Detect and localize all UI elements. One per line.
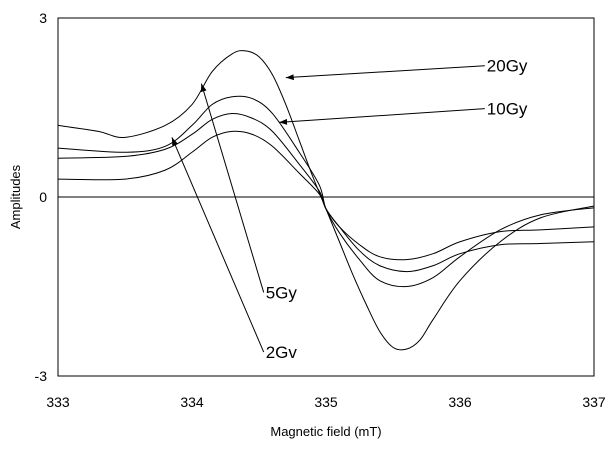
series-annotations: 20Gy 10Gy 5Gy 2Gv — [171, 57, 528, 362]
series-line-2gy — [57, 130, 595, 261]
x-tick-label: 334 — [180, 394, 204, 410]
y-tick-label: 0 — [39, 189, 47, 205]
x-tick-label: 333 — [46, 394, 70, 410]
y-axis-tick-labels: 3 0 -3 — [35, 10, 48, 384]
x-axis-tick-labels: 333 334 335 336 337 — [46, 394, 606, 410]
annotation-arrow-5gy — [200, 83, 265, 293]
series-curves — [57, 50, 595, 351]
x-tick-label: 336 — [448, 394, 472, 410]
annotation-label-5gy: 5Gy — [266, 283, 298, 302]
annotation-label-20gy: 20Gy — [487, 57, 528, 76]
annotation-arrow-20gy — [285, 65, 485, 81]
annotation-label-2gy: 2Gv — [266, 343, 298, 362]
x-tick-label: 335 — [314, 394, 338, 410]
x-axis-title: Magnetic field (mT) — [270, 424, 381, 439]
y-tick-label: 3 — [39, 10, 47, 26]
annotation-arrow-2gy — [171, 137, 265, 353]
y-axis-title: Amplitudes — [8, 164, 23, 229]
annotation-arrow-10gy — [279, 108, 485, 125]
series-line-20gy — [57, 50, 595, 351]
series-line-5gy — [57, 112, 595, 273]
x-tick-label: 337 — [582, 394, 606, 410]
y-tick-label: -3 — [35, 368, 48, 384]
annotation-label-10gy: 10Gy — [487, 100, 528, 119]
series-line-10gy — [57, 95, 595, 288]
